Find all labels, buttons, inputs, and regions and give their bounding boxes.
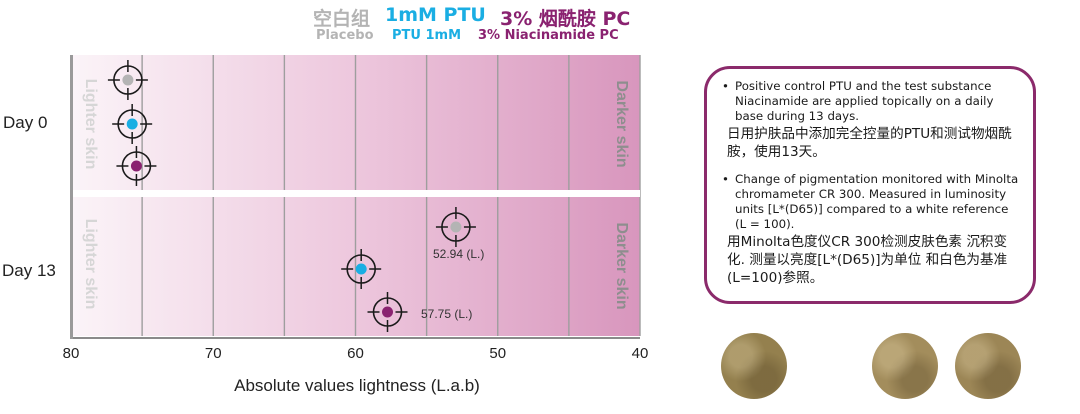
marker-ptu-day0 [112, 104, 153, 144]
lightness-chart: 80 70 60 50 40 Lighter skin Lighter skin Dar… [2, 55, 649, 395]
note-1-en: Positive control PTU and the test substa… [719, 79, 1021, 124]
data-point [122, 74, 134, 86]
note-1-cn: 日用护肤品中添加完全控量的PTU和测试物烟酰胺，使用13天。 [727, 126, 1012, 160]
skin-swatch-ptu [872, 333, 938, 399]
marker-placebo-day0 [107, 60, 148, 100]
lighter-skin-label-day0: Lighter skin [82, 79, 99, 170]
category-label-day0: Day 0 [3, 113, 47, 132]
legend-cn-ptu: 1mM PTU [385, 4, 486, 26]
legend-en-placebo: Placebo [316, 28, 374, 43]
legend-cn-placebo: 空白组 [313, 8, 371, 30]
darker-skin-label-day0: Darker skin [613, 80, 630, 167]
legend-en-niacinamide: 3% Niacinamide PC [478, 28, 619, 43]
data-point [126, 118, 138, 130]
data-point [450, 221, 462, 233]
skin-swatch-niacinamide [955, 333, 1021, 399]
skin-swatch-placebo [721, 333, 787, 399]
note-2-en: Change of pigmentation monitored with Mi… [719, 172, 1021, 232]
legend-cn-niacinamide: 3% 烟酰胺 PC [500, 8, 631, 30]
x-tick-label-70: 70 [205, 345, 222, 362]
annotation-niacinamide-day13: 57.75 (L.) [421, 307, 472, 321]
marker-niacinamide-day0 [116, 146, 157, 186]
lighter-skin-label-day13: Lighter skin [82, 219, 99, 310]
data-point [355, 263, 367, 275]
note-2-cn: 用Minolta色度仪CR 300检测皮肤色素 沉积变化. 测量以亮度[L*(D… [727, 234, 1008, 286]
legend-en-ptu: PTU 1mM [392, 28, 462, 43]
x-tick-label-50: 50 [489, 345, 506, 362]
notes-panel: Positive control PTU and the test substa… [704, 66, 1036, 304]
category-label-day13: Day 13 [2, 261, 56, 280]
y-axis-line [70, 55, 73, 339]
marker-placebo-day13 [435, 207, 476, 247]
data-point [382, 306, 394, 318]
x-axis-line [71, 337, 640, 339]
darker-skin-label-day13: Darker skin [613, 222, 630, 309]
annotation-placebo-day13: 52.94 (L.) [433, 247, 484, 261]
x-tick-label-60: 60 [347, 345, 364, 362]
band-separator [71, 190, 640, 197]
marker-niacinamide-day13 [367, 292, 408, 332]
data-point [130, 160, 142, 172]
x-tick-label-40: 40 [632, 345, 649, 362]
x-axis-label: Absolute values lightness (L.a.b) [234, 376, 480, 395]
marker-ptu-day13 [341, 249, 382, 289]
x-tick-label-80: 80 [63, 345, 80, 362]
